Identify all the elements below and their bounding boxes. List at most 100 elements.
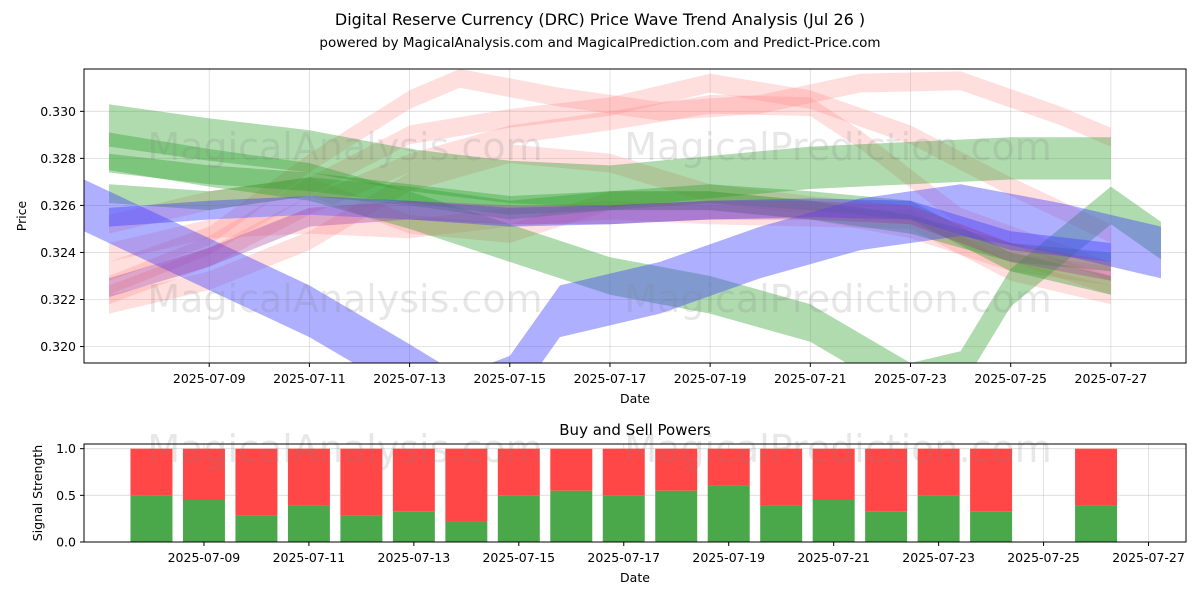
buy-bar	[917, 495, 960, 542]
price-y-tick-label: 0.328	[40, 151, 76, 166]
sell-bar	[970, 448, 1013, 512]
blue-wave-band-11	[84, 179, 1161, 363]
price-x-tick-label: 2025-07-17	[574, 371, 647, 386]
watermark-prediction-top: MagicalPrediction.com	[624, 125, 1052, 169]
price-y-tick-label: 0.330	[40, 104, 76, 119]
price-x-tick-label: 2025-07-27	[1075, 371, 1148, 386]
red-wave-band-6	[109, 200, 1111, 305]
price-y-tick-label: 0.320	[40, 339, 76, 354]
sell-bar	[812, 448, 855, 500]
buy-bar	[287, 505, 330, 542]
buy-bar	[182, 500, 225, 542]
price-y-tick-label: 0.326	[40, 198, 76, 213]
watermark-prediction-bottom: MagicalPrediction.com	[624, 427, 1052, 471]
sell-bar	[550, 448, 593, 491]
figure-title: Digital Reserve Currency (DRC) Price Wav…	[335, 10, 865, 29]
price-x-tick-label: 2025-07-11	[273, 371, 346, 386]
buy-bar	[1075, 505, 1118, 542]
green-wave-band-8	[109, 132, 1161, 363]
signal-y-tick-label: 0.5	[56, 488, 76, 503]
purple-wave-band-13	[109, 200, 1111, 298]
buy-bar	[707, 485, 750, 542]
price-x-tick-label: 2025-07-19	[674, 371, 747, 386]
price-grid	[84, 69, 1186, 363]
signal-chart: Buy and Sell Powers MagicalAnalysis.com …	[30, 421, 1187, 585]
red-wave-band-3	[109, 94, 1111, 305]
sell-bar	[182, 448, 225, 500]
signal-plot-frame	[83, 443, 1187, 543]
watermark-analysis-mid: MagicalAnalysis.com	[147, 277, 542, 321]
green-wave-band-10	[109, 177, 1111, 295]
price-x-tick-label: 2025-07-09	[173, 371, 246, 386]
signal-x-tick-label: 2025-07-13	[378, 550, 451, 565]
price-wave-bands	[84, 69, 1161, 363]
price-x-tick-label: 2025-07-25	[974, 371, 1047, 386]
red-wave-band-1	[109, 69, 1111, 281]
buy-bar	[655, 490, 698, 542]
signal-x-tick-label: 2025-07-19	[692, 550, 765, 565]
sell-bar	[235, 448, 278, 516]
signal-x-axis-label: Date	[620, 570, 650, 585]
red-wave-band-4	[109, 177, 1111, 286]
signal-y-tick-label: 1.0	[56, 441, 76, 456]
signal-x-tick-label: 2025-07-23	[902, 550, 975, 565]
price-x-tick-label: 2025-07-13	[373, 371, 446, 386]
signal-x-axis: 2025-07-09 2025-07-11 2025-07-13 2025-07-15…	[168, 542, 1185, 565]
signal-x-tick-label: 2025-07-09	[168, 550, 241, 565]
sell-bar	[917, 448, 960, 496]
buy-bar	[602, 495, 645, 542]
price-chart: MagicalAnalysis.com MagicalPrediction.co…	[14, 68, 1187, 406]
signal-chart-title: Buy and Sell Powers	[559, 421, 711, 439]
price-x-tick-label: 2025-07-23	[874, 371, 947, 386]
buy-bar	[497, 495, 540, 542]
red-wave-band-2	[109, 73, 1111, 295]
signal-x-tick-label: 2025-07-25	[1007, 550, 1080, 565]
signal-x-tick-label: 2025-07-15	[482, 550, 555, 565]
signal-x-tick-label: 2025-07-27	[1112, 550, 1185, 565]
price-y-tick-label: 0.322	[40, 292, 76, 307]
sell-bar	[602, 448, 645, 496]
sell-bar	[865, 448, 908, 512]
watermark-analysis-bottom: MagicalAnalysis.com	[147, 427, 542, 471]
buy-bar	[130, 495, 173, 542]
buy-bar	[340, 515, 383, 542]
sell-bar	[130, 448, 173, 496]
signal-y-axis: 0.0 0.5 1.0	[56, 441, 84, 550]
signal-x-tick-label: 2025-07-11	[273, 550, 346, 565]
green-wave-band-7	[109, 104, 1111, 208]
buy-bar	[970, 511, 1013, 542]
signal-y-tick-label: 0.0	[56, 535, 76, 550]
sell-bar	[707, 448, 750, 486]
buy-bar	[235, 515, 278, 542]
price-y-axis-label: Price	[14, 200, 29, 231]
price-x-axis-label: Date	[620, 391, 650, 406]
price-plot-frame	[83, 68, 1187, 364]
figure-subtitle: powered by MagicalAnalysis.com and Magic…	[319, 35, 880, 51]
sell-bar	[445, 448, 488, 522]
watermark-analysis-top: MagicalAnalysis.com	[147, 125, 542, 169]
price-y-tick-label: 0.324	[40, 245, 76, 260]
price-y-axis: 0.320 0.322 0.324 0.326 0.328 0.330	[40, 104, 84, 354]
price-x-tick-label: 2025-07-15	[473, 371, 546, 386]
price-x-tick-label: 2025-07-21	[774, 371, 847, 386]
sell-bar	[392, 448, 435, 512]
sell-bar	[655, 448, 698, 491]
sell-bar	[760, 448, 803, 506]
buy-bar	[760, 505, 803, 542]
blue-wave-band-12	[109, 196, 1111, 262]
buy-bar	[812, 500, 855, 542]
sell-bar	[1075, 448, 1118, 506]
buy-bar	[445, 521, 488, 542]
signal-bars	[130, 448, 1118, 542]
watermark-prediction-mid: MagicalPrediction.com	[624, 277, 1052, 321]
signal-x-tick-label: 2025-07-21	[797, 550, 870, 565]
buy-bar	[865, 511, 908, 542]
buy-bar	[550, 490, 593, 542]
green-wave-band-9	[109, 153, 1111, 272]
price-x-axis: 2025-07-09 2025-07-11 2025-07-13 2025-07-15…	[173, 363, 1147, 386]
buy-bar	[392, 511, 435, 542]
sell-bar	[497, 448, 540, 496]
signal-y-axis-label: Signal Strength	[30, 445, 45, 541]
signal-x-tick-label: 2025-07-17	[587, 550, 660, 565]
